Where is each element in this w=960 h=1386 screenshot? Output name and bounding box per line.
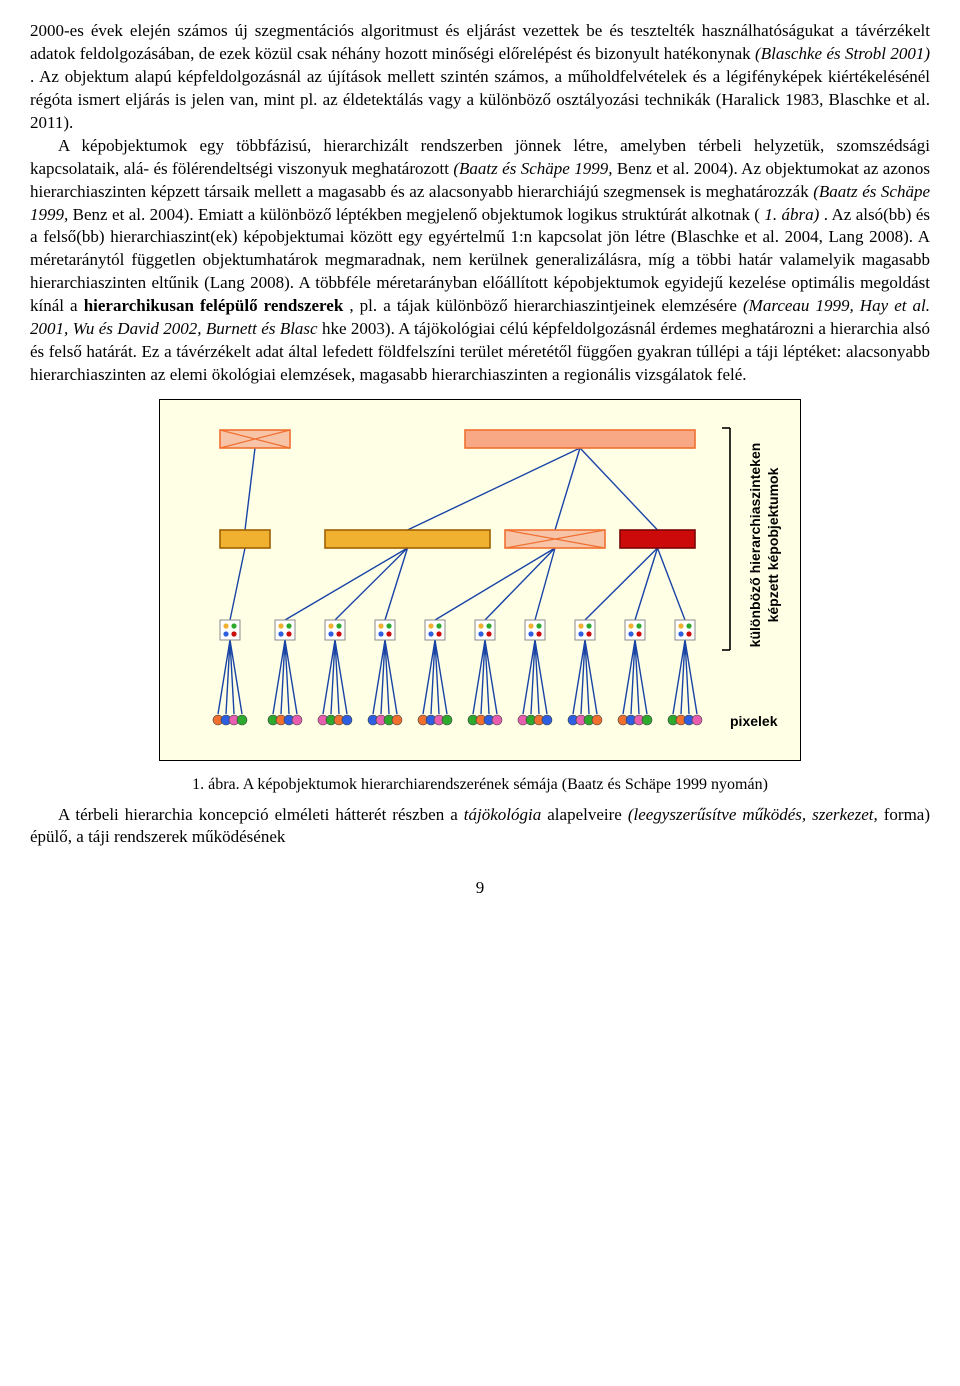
paragraph-2: A képobjektumok egy többfázisú, hierarch… xyxy=(30,135,930,387)
caption-prefix: 1. ábra. xyxy=(192,776,240,793)
bold-term: hierarchikusan felépülő rendszerek xyxy=(84,296,344,315)
svg-text:különböző hierarchiaszinteken: különböző hierarchiaszinteken xyxy=(747,443,763,648)
text-segment: Benz et al. 2004). Emiatt a különböző lé… xyxy=(73,205,760,224)
italic-term: tájökológia xyxy=(464,805,541,824)
figure-ref: 1. ábra) xyxy=(764,205,819,224)
citation: (Baatz és Schäpe 1999, xyxy=(453,159,612,178)
svg-text:pixelek: pixelek xyxy=(730,713,778,729)
paragraph-3: A térbeli hierarchia koncepció elméleti … xyxy=(30,804,930,850)
text-segment: A térbeli hierarchia koncepció elméleti … xyxy=(58,805,464,824)
italic-phrase: (leegyszerűsítve működés, szerkezet, xyxy=(628,805,878,824)
text-segment: , pl. a tájak különböző hierarchiaszintj… xyxy=(349,296,743,315)
paragraph-1: 2000-es évek elején számos új szegmentác… xyxy=(30,20,930,135)
svg-text:képzett képobjektumok: képzett képobjektumok xyxy=(765,467,781,622)
text-segment: . Az objektum alapú képfeldolgozásnál az… xyxy=(30,67,930,132)
hierarchy-diagram: különböző hierarchiaszintekenképzett kép… xyxy=(159,399,801,761)
figure-caption: 1. ábra. A képobjektumok hierarchiarends… xyxy=(30,774,930,796)
text-segment: alapelveire xyxy=(547,805,628,824)
caption-text: A képobjektumok hierarchiarendszerének s… xyxy=(240,776,768,793)
figure-1: különböző hierarchiaszintekenképzett kép… xyxy=(30,399,930,796)
page-number: 9 xyxy=(30,877,930,900)
citation: (Blaschke és Strobl 2001) xyxy=(755,44,930,63)
